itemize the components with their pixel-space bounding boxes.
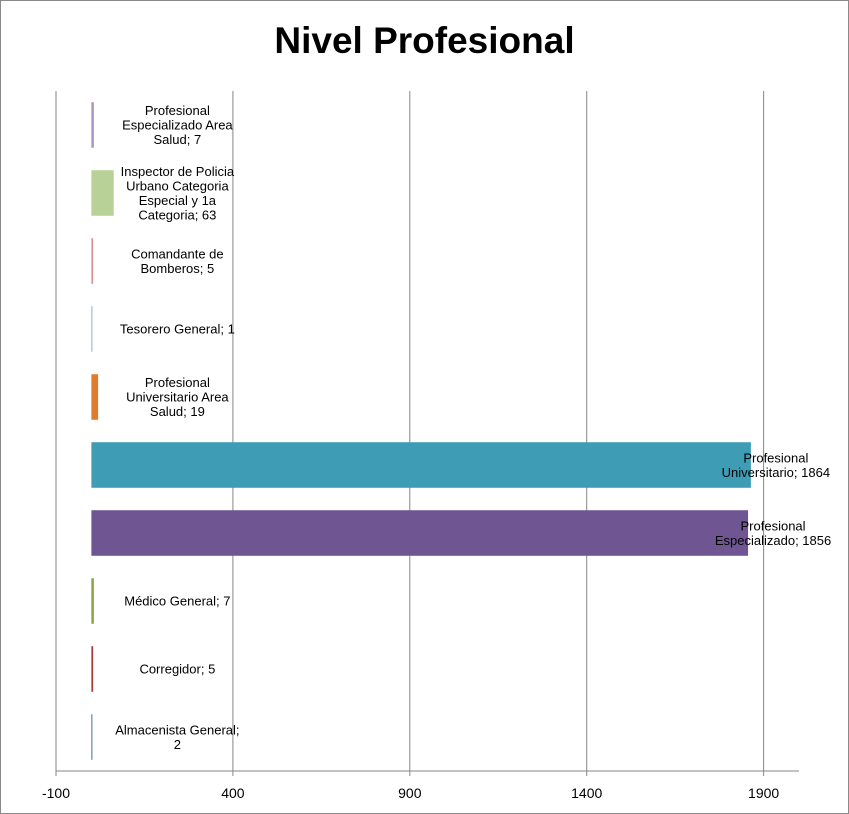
data-label: Profesional Especializado; 1856: [715, 518, 831, 548]
data-label: Comandante de Bomberos; 5: [131, 246, 224, 276]
data-label: Inspector de Policia Urbano Categoria Espe…: [121, 164, 235, 223]
x-tick-label: -100: [42, 785, 70, 801]
data-label: Profesional Especializado Area Salud; 7: [122, 103, 233, 147]
data-label: Profesional Universitario Area Salud; 19: [126, 375, 229, 419]
x-tick-label: 900: [398, 785, 422, 801]
bar: [91, 578, 94, 624]
bar: [91, 714, 93, 760]
x-tick-label: 1400: [571, 785, 602, 801]
data-label: Profesional Universitario; 1864: [722, 450, 830, 480]
chart-title: Nivel Profesional: [274, 20, 575, 61]
data-label: Tesorero General; 1: [120, 322, 235, 337]
bar: [91, 374, 99, 420]
bar: [91, 170, 114, 216]
data-label: Almacenista General; 2: [115, 722, 239, 752]
bar: [91, 646, 94, 692]
bar: [91, 510, 749, 556]
bar: [91, 306, 93, 352]
data-label: Corregidor; 5: [139, 662, 215, 677]
bar: [91, 102, 94, 148]
x-tick-label: 400: [221, 785, 245, 801]
bar: [91, 238, 94, 284]
data-label: Médico General; 7: [124, 594, 230, 609]
bar: [91, 442, 751, 488]
x-tick-label: 1900: [748, 785, 779, 801]
